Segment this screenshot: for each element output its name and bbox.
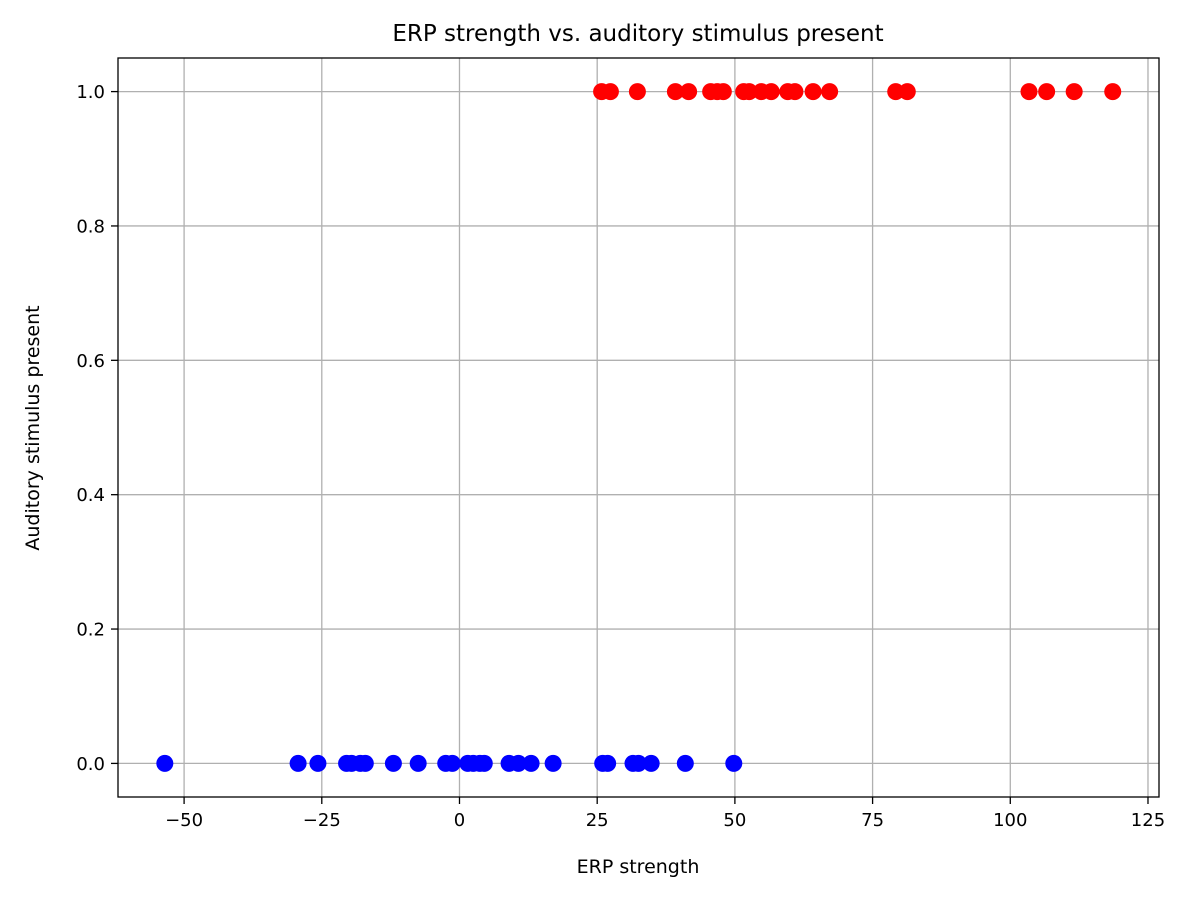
scatter-point: [509, 754, 527, 772]
scatter-point: [628, 83, 646, 101]
x-tick-label: 0: [454, 810, 465, 831]
y-axis: 0.0 0.2 0.4 0.6 0.8 1.0: [76, 82, 118, 775]
y-tick-label: 0.6: [76, 351, 105, 372]
x-tick-label: −25: [303, 810, 341, 831]
plot-area-frame: [117, 57, 1160, 798]
scatter-point: [786, 83, 804, 101]
scatter-point: [898, 83, 916, 101]
scatter-point: [522, 754, 540, 772]
x-axis-title: ERP strength: [577, 856, 700, 878]
scatter-point: [544, 754, 562, 772]
x-tick-label: 25: [586, 810, 609, 831]
scatter-point: [289, 754, 307, 772]
x-tick-label: 50: [723, 810, 746, 831]
y-tick-label: 0.8: [76, 216, 105, 237]
x-axis: −50 −25 0 25 50 75 100 125: [165, 797, 1165, 831]
scatter-point: [1104, 83, 1122, 101]
scatter-point: [630, 754, 647, 772]
scatter-point: [475, 754, 493, 772]
scatter-point: [762, 83, 780, 101]
scatter-point: [714, 83, 732, 101]
scatter-point: [309, 754, 327, 772]
x-tick-label: −50: [165, 810, 203, 831]
scatter-point: [676, 754, 694, 772]
scatter-point: [356, 754, 374, 772]
scatter-point: [680, 83, 698, 101]
data-points: [156, 83, 1122, 772]
y-tick-label: 0.4: [76, 485, 105, 506]
y-tick-label: 0.2: [76, 620, 105, 641]
scatter-point: [725, 754, 743, 772]
scatter-point: [409, 754, 427, 772]
y-tick-label: 1.0: [76, 82, 105, 103]
scatter-point: [1020, 83, 1038, 101]
scatter-point: [384, 754, 402, 772]
scatter-point: [601, 83, 619, 101]
scatter-point: [804, 83, 822, 101]
scatter-point: [1065, 83, 1083, 101]
scatter-point: [666, 83, 684, 101]
scatter-point: [642, 754, 660, 772]
scatter-point: [1038, 83, 1056, 101]
scatter-point: [740, 83, 758, 101]
y-tick-label: 0.0: [76, 754, 105, 775]
chart-title: ERP strength vs. auditory stimulus prese…: [392, 21, 883, 47]
scatter-point: [443, 754, 461, 772]
y-axis-title: Auditory stimulus present: [22, 305, 44, 550]
x-tick-label: 125: [1131, 810, 1165, 831]
x-tick-label: 75: [861, 810, 884, 831]
scatter-point: [156, 754, 174, 772]
scatter-point: [599, 754, 617, 772]
scatter-point: [821, 83, 839, 101]
x-tick-label: 100: [993, 810, 1027, 831]
